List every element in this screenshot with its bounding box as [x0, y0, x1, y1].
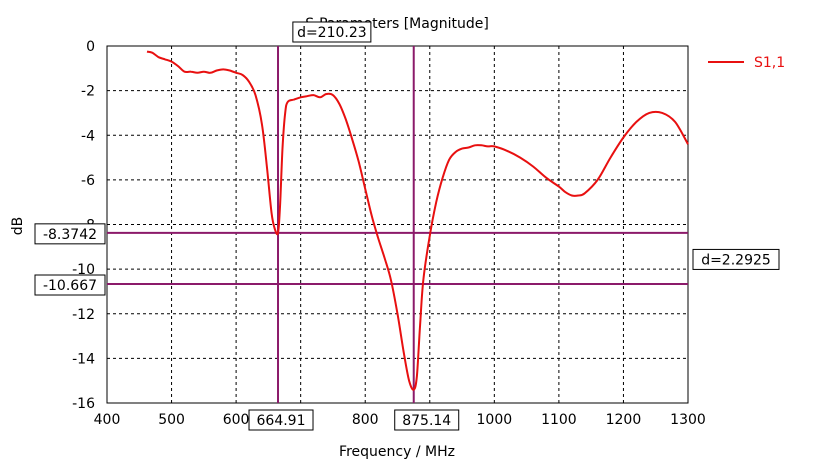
marker-delta-y: d=2.2925 [692, 248, 780, 270]
y-axis-title: dB [10, 217, 26, 236]
x-tick-label: 1300 [670, 412, 706, 428]
marker-delta-y-text: d=2.2925 [701, 252, 771, 268]
marker-label-x2-frame [394, 409, 460, 431]
y-tick-label: 0 [86, 39, 95, 55]
x-tick-label: 1000 [477, 412, 513, 428]
y-axis: 0-2-4-6-8-10-12-14-16 [72, 39, 95, 412]
y-tick-label: -12 [72, 307, 95, 323]
marker-label-x1-frame [248, 409, 314, 431]
legend-label-s11: S1,1 [754, 55, 785, 71]
marker-label-x2: 875.14 [394, 409, 460, 431]
x-tick-label: 500 [158, 412, 185, 428]
x-tick-label: 600 [223, 412, 250, 428]
marker-lines [107, 46, 688, 403]
marker-label-y1-frame [34, 223, 106, 245]
marker-label-x1: 664.91 [248, 409, 314, 431]
x-tick-label: 800 [352, 412, 379, 428]
y-tick-label: -16 [72, 396, 95, 412]
marker-label-x2-text: 875.14 [402, 413, 451, 429]
marker-label-y2-frame [34, 274, 106, 296]
marker-delta-y-frame [692, 248, 780, 270]
plot-area [106, 45, 689, 404]
marker-delta-x-text: d=210.23 [297, 25, 367, 41]
x-axis-title: Frequency / MHz [339, 444, 455, 460]
legend: S1,1 [708, 55, 785, 71]
marker-label-y1: -8.3742 [34, 223, 106, 245]
y-tick-label: -6 [81, 173, 95, 189]
x-tick-label: 1100 [541, 412, 577, 428]
y-tick-label: -4 [81, 128, 95, 144]
marker-label-x1-text: 664.91 [257, 413, 306, 429]
marker-labels: 664.91 875.14 -8.3742 -10.667 d=210.23 d=2.29… [34, 21, 780, 431]
marker-label-y2: -10.667 [34, 274, 106, 296]
x-tick-label: 1200 [606, 412, 642, 428]
x-tick-label: 400 [94, 412, 121, 428]
marker-delta-x-frame [292, 21, 372, 43]
y-tick-label: -14 [72, 351, 95, 367]
marker-delta-x: d=210.23 [292, 21, 372, 43]
grid [107, 46, 688, 403]
series-line-s11 [146, 50, 689, 391]
marker-label-y2-text: -10.667 [43, 278, 97, 294]
y-tick-label: -2 [81, 84, 95, 100]
y-tick-label: -10 [72, 262, 95, 278]
marker-label-y1-text: -8.3742 [43, 227, 97, 243]
